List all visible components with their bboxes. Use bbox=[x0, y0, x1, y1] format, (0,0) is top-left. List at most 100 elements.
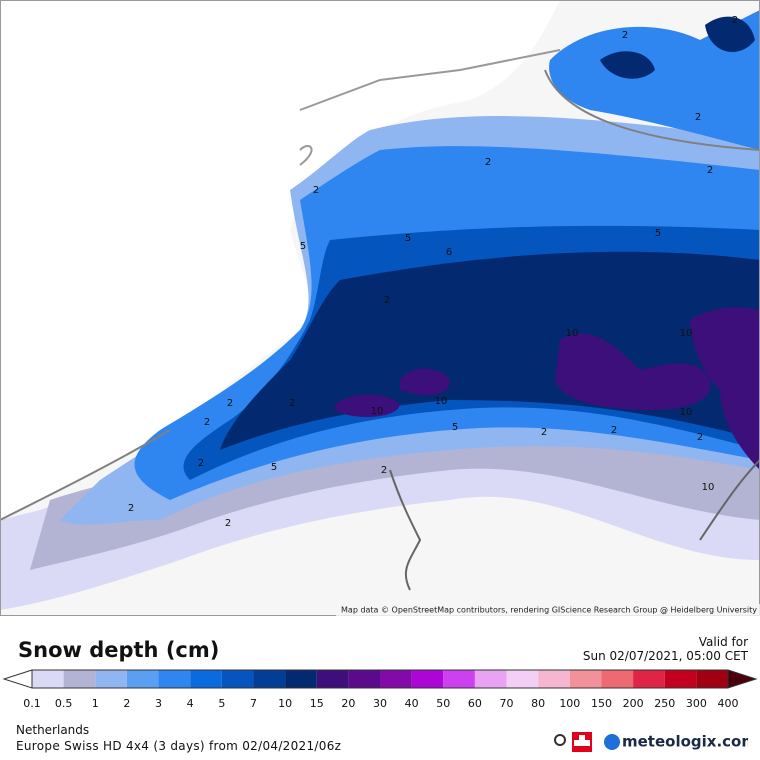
legend-arrow-low bbox=[2, 669, 33, 689]
contour-label: 10 bbox=[680, 407, 693, 418]
legend-tick-label: 0.1 bbox=[23, 697, 41, 710]
contour-label: 5 bbox=[655, 228, 661, 239]
legend-swatch bbox=[601, 670, 634, 688]
legend-tick-label: 200 bbox=[623, 697, 644, 710]
legend-swatch bbox=[443, 670, 475, 688]
legend-swatch bbox=[63, 670, 96, 688]
contour-label: 2 bbox=[204, 417, 210, 428]
contour-label: 2 bbox=[313, 185, 319, 196]
title: Snow depth (cm) bbox=[18, 638, 220, 662]
contour-label: 10 bbox=[371, 406, 384, 417]
legend-swatch bbox=[158, 670, 191, 688]
legend-swatch bbox=[253, 670, 286, 688]
legend-swatch bbox=[633, 670, 665, 688]
legend-tick-label: 30 bbox=[373, 697, 387, 710]
contour-label: 10 bbox=[435, 396, 448, 407]
search-icon bbox=[554, 734, 566, 746]
legend-tick-label: 250 bbox=[654, 697, 675, 710]
legend-tick-label: 20 bbox=[341, 697, 355, 710]
contour-label: 5 bbox=[300, 241, 306, 252]
contour-label: 2 bbox=[732, 15, 738, 26]
legend-tick-label: 400 bbox=[718, 697, 739, 710]
legend-swatch bbox=[190, 670, 222, 688]
legend-swatch bbox=[538, 670, 570, 688]
islands bbox=[299, 49, 561, 166]
contour-label: 10 bbox=[680, 328, 693, 339]
contour-label: 2 bbox=[695, 112, 701, 123]
brand: meteologix.com bbox=[622, 733, 748, 751]
legend-tick-label: 5 bbox=[218, 697, 225, 710]
legend-swatch bbox=[221, 670, 254, 688]
contour-label: 2 bbox=[707, 165, 713, 176]
sea bbox=[0, 0, 560, 520]
legend-tick-label: 0.5 bbox=[55, 697, 73, 710]
model: Europe Swiss HD 4x4 (3 days) from 02/04/… bbox=[16, 739, 342, 753]
legend-tick-label: 50 bbox=[436, 697, 450, 710]
legend-arrow-high bbox=[727, 669, 758, 689]
contour-label: 5 bbox=[405, 233, 411, 244]
legend-tick-label: 300 bbox=[686, 697, 707, 710]
legend-swatch bbox=[474, 670, 507, 688]
snow-10 bbox=[690, 307, 760, 470]
attribution: Map data © OpenStreetMap contributors, r… bbox=[341, 606, 757, 615]
contour-label: 2 bbox=[485, 157, 491, 168]
legend: 0.1 0.5 1 2 3 4 5 7 10 15 20 30 40 50 60 70 80 100 150 200 2… bbox=[2, 669, 758, 710]
legend-swatch bbox=[95, 670, 127, 688]
contour-label: 2 bbox=[384, 295, 390, 306]
valid-label: Valid for bbox=[698, 635, 748, 649]
legend-tick-label: 1 bbox=[92, 697, 99, 710]
legend-swatch bbox=[380, 670, 412, 688]
legend-swatch bbox=[664, 670, 697, 688]
legend-tick-label: 4 bbox=[187, 697, 194, 710]
contour-label: 2 bbox=[381, 465, 387, 476]
contour-label: 2 bbox=[198, 458, 204, 469]
legend-swatch bbox=[696, 670, 728, 688]
contour-label: 6 bbox=[446, 247, 452, 258]
legend-swatch bbox=[506, 670, 539, 688]
legend-tick-label: 60 bbox=[468, 697, 482, 710]
snow-10 bbox=[555, 333, 711, 410]
legend-swatch bbox=[316, 670, 349, 688]
contour-label: 5 bbox=[452, 422, 458, 433]
legend-tick-label: 2 bbox=[123, 697, 130, 710]
snow-10 bbox=[335, 394, 400, 417]
legend-tick-label: 15 bbox=[310, 697, 324, 710]
contour-label: 5 bbox=[271, 462, 277, 473]
contour-label: 10 bbox=[566, 328, 579, 339]
legend-tick-label: 100 bbox=[559, 697, 580, 710]
contour-label: 2 bbox=[541, 427, 547, 438]
snow-3 bbox=[549, 10, 760, 150]
valid-time: Sun 02/07/2021, 05:00 CET bbox=[582, 649, 748, 663]
legend-swatch bbox=[411, 670, 444, 688]
border bbox=[389, 459, 760, 591]
snow-10 bbox=[400, 368, 450, 396]
brand-icon bbox=[604, 734, 620, 750]
contour-label: 2 bbox=[128, 503, 134, 514]
contour-label: 2 bbox=[611, 425, 617, 436]
legend-tick-label: 7 bbox=[250, 697, 257, 710]
contour-label: 2 bbox=[225, 518, 231, 529]
legend-tick-label: 80 bbox=[531, 697, 545, 710]
legend-swatch bbox=[285, 670, 317, 688]
legend-tick-label: 3 bbox=[155, 697, 162, 710]
snow-grey bbox=[30, 420, 760, 570]
contour-label: 10 bbox=[702, 482, 715, 493]
contour-label: 2 bbox=[227, 398, 233, 409]
legend-tick-label: 40 bbox=[405, 697, 419, 710]
legend-swatch bbox=[569, 670, 602, 688]
logo: meteologix.com bbox=[554, 732, 748, 752]
legend-swatch bbox=[126, 670, 159, 688]
legend-swatch bbox=[32, 670, 64, 688]
legend-frame bbox=[31, 669, 729, 689]
contour-label: 2 bbox=[622, 30, 628, 41]
legend-tick-label: 70 bbox=[500, 697, 514, 710]
region: Netherlands bbox=[16, 723, 90, 737]
contour-label: 2 bbox=[697, 432, 703, 443]
legend-tick-label: 150 bbox=[591, 697, 612, 710]
legend-tick-label: 10 bbox=[278, 697, 292, 710]
map: 2 2 2 2 5 2 5 6 10 10 10 10 10 2 5 2 2 2 2 2 2 5 2 2 2 2 5 10 2 Map … bbox=[0, 0, 760, 616]
attribution-bg bbox=[336, 604, 760, 616]
legend-swatch bbox=[348, 670, 380, 688]
contour-label: 2 bbox=[289, 398, 295, 409]
